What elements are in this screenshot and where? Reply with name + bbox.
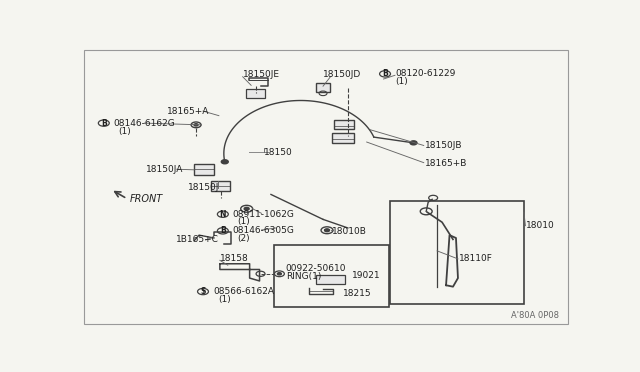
Circle shape bbox=[324, 229, 330, 232]
Text: FRONT: FRONT bbox=[129, 194, 163, 204]
Text: A'80A 0P08: A'80A 0P08 bbox=[511, 311, 559, 320]
Circle shape bbox=[194, 124, 198, 126]
Bar bbox=[211, 181, 230, 191]
Text: 08911-1062G: 08911-1062G bbox=[233, 210, 294, 219]
Text: S: S bbox=[200, 287, 205, 296]
Text: 18010B: 18010B bbox=[332, 227, 367, 236]
Text: RING(1): RING(1) bbox=[286, 272, 321, 280]
Text: (1): (1) bbox=[237, 218, 250, 227]
Text: 18215: 18215 bbox=[343, 289, 371, 298]
Bar bbox=[246, 89, 265, 97]
Text: 18150JD: 18150JD bbox=[323, 70, 362, 79]
Text: B: B bbox=[220, 226, 226, 235]
Text: 18150: 18150 bbox=[264, 148, 292, 157]
Text: B: B bbox=[101, 119, 107, 128]
Text: N: N bbox=[220, 210, 226, 219]
Circle shape bbox=[410, 141, 417, 145]
Text: 1B165+C: 1B165+C bbox=[176, 235, 219, 244]
Bar bbox=[390, 201, 524, 304]
Text: 18110F: 18110F bbox=[460, 254, 493, 263]
Text: 18150JB: 18150JB bbox=[425, 141, 462, 150]
Text: 18150JA: 18150JA bbox=[145, 165, 183, 174]
Bar bbox=[316, 275, 346, 284]
Text: (1): (1) bbox=[218, 295, 230, 304]
Text: 18010: 18010 bbox=[527, 221, 555, 230]
Bar bbox=[316, 83, 330, 92]
Text: 18158: 18158 bbox=[220, 254, 248, 263]
Text: 18150JE: 18150JE bbox=[243, 70, 280, 79]
Text: B: B bbox=[382, 69, 388, 78]
Text: 08146-6162G: 08146-6162G bbox=[114, 119, 175, 128]
Text: (2): (2) bbox=[237, 234, 250, 243]
Text: 08566-6162A: 08566-6162A bbox=[213, 287, 274, 296]
Text: 00922-50610: 00922-50610 bbox=[286, 264, 346, 273]
Text: (1): (1) bbox=[118, 126, 131, 136]
Text: 18150J: 18150J bbox=[188, 183, 220, 192]
Circle shape bbox=[244, 207, 249, 210]
Circle shape bbox=[277, 273, 282, 275]
Text: 19021: 19021 bbox=[352, 271, 380, 280]
Text: (1): (1) bbox=[395, 77, 408, 86]
Bar bbox=[334, 120, 354, 129]
Text: 08146-6305G: 08146-6305G bbox=[233, 226, 294, 235]
Text: 08120-61229: 08120-61229 bbox=[395, 69, 455, 78]
Text: 18165+B: 18165+B bbox=[425, 159, 467, 168]
Circle shape bbox=[221, 160, 228, 164]
Bar bbox=[332, 132, 354, 144]
Bar bbox=[275, 245, 388, 307]
Bar bbox=[194, 164, 214, 175]
Text: 18165+A: 18165+A bbox=[167, 107, 209, 116]
